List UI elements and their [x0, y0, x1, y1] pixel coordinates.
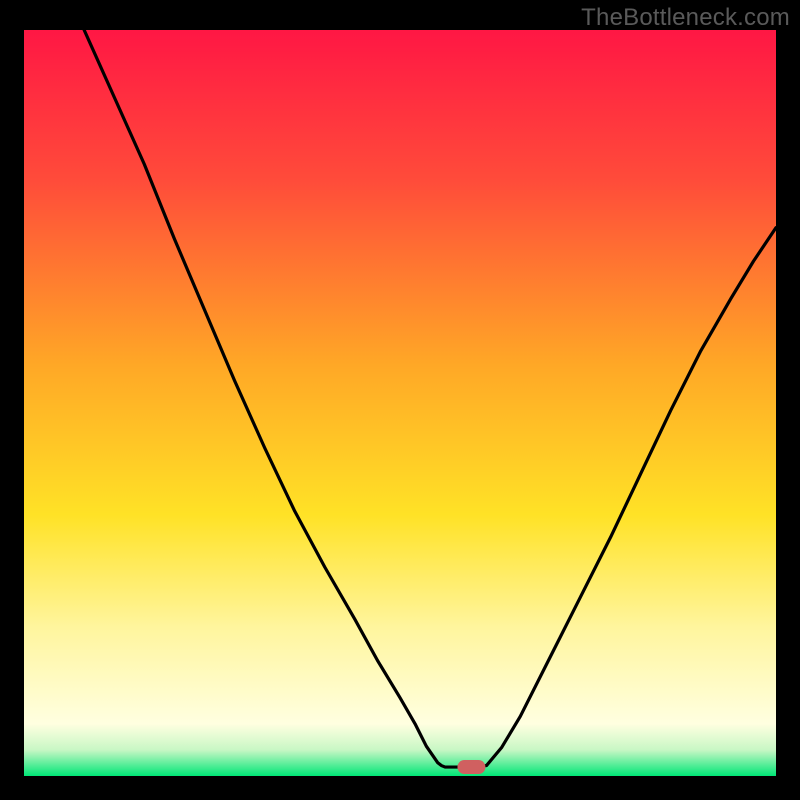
chart-frame: TheBottleneck.com	[0, 0, 800, 800]
plot-background	[24, 30, 776, 776]
plot-area	[24, 30, 776, 776]
watermark-text: TheBottleneck.com	[581, 4, 790, 32]
bottleneck-marker	[457, 760, 485, 774]
